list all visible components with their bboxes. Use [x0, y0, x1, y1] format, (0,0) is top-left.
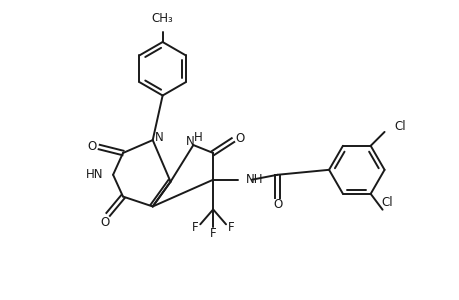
Text: F: F	[209, 227, 216, 240]
Text: NH: NH	[245, 173, 263, 186]
Text: Cl: Cl	[394, 121, 405, 134]
Text: N: N	[155, 130, 164, 144]
Text: N: N	[185, 135, 194, 148]
Text: O: O	[272, 198, 281, 211]
Text: Cl: Cl	[381, 196, 392, 209]
Text: CH₃: CH₃	[151, 12, 173, 25]
Text: F: F	[191, 221, 198, 234]
Text: O: O	[88, 140, 97, 152]
Text: F: F	[227, 221, 234, 234]
Text: HN: HN	[85, 168, 103, 181]
Text: O: O	[235, 132, 244, 145]
Text: O: O	[101, 216, 110, 229]
Text: H: H	[194, 130, 202, 144]
